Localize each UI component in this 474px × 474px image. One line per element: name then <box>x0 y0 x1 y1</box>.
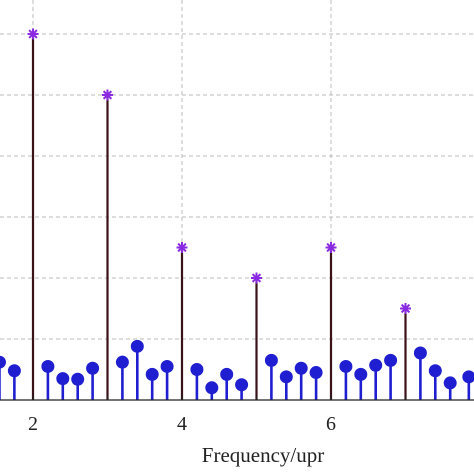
harmonic-marker-asterisk <box>251 272 262 284</box>
asterisk-arm <box>28 29 38 39</box>
stem-marker-circle <box>413 346 427 360</box>
stem-marker-circle <box>160 359 174 373</box>
harmonic-marker-asterisk <box>176 242 188 253</box>
stem-marker-circle <box>130 339 144 353</box>
stem-marker-circle <box>220 367 234 381</box>
stem-marker-circle <box>369 358 383 372</box>
grid <box>0 0 474 400</box>
stem-marker-circle <box>86 361 100 375</box>
stem-marker-circle <box>71 372 85 386</box>
stem-marker-circle <box>428 364 442 378</box>
asterisk-arm <box>102 90 113 100</box>
x-tick-label: 2 <box>28 413 38 435</box>
harmonic-marker-asterisk <box>325 242 337 253</box>
stem-marker-circle <box>7 364 21 378</box>
asterisk-arm <box>326 242 336 253</box>
stem-marker-circle <box>354 367 368 381</box>
stem-marker-circle <box>41 359 55 373</box>
stem-marker-circle <box>145 367 159 381</box>
stem-marker-circle <box>339 359 353 373</box>
asterisk-arm <box>400 303 411 314</box>
stem-marker-circle <box>205 381 219 395</box>
x-axis-label: Frequency/upr <box>202 443 324 467</box>
harmonic-marker-asterisk <box>102 89 113 101</box>
stem-marker-circle <box>190 363 204 376</box>
stem-marker-circle <box>56 372 70 386</box>
stem-marker-circle <box>0 355 6 369</box>
stem-marker-circle <box>115 355 129 369</box>
stem-marker-circle <box>294 361 308 375</box>
asterisk-arm <box>251 273 262 283</box>
stem-marker-circle <box>235 378 249 392</box>
x-ticks: 2 4 6 <box>28 395 406 435</box>
stem-marker-circle <box>443 376 457 390</box>
x-tick-label: 6 <box>326 413 336 435</box>
harmonic-marker-asterisk <box>27 28 39 40</box>
stem-marker-circle <box>264 353 278 367</box>
stem-series <box>0 28 474 400</box>
stem-marker-circle <box>462 370 474 384</box>
x-tick-label: 4 <box>177 413 187 435</box>
asterisk-arm <box>177 242 187 253</box>
stem-marker-circle <box>384 353 398 367</box>
stem-marker-circle <box>279 370 293 384</box>
stem-marker-circle <box>309 366 323 380</box>
harmonic-marker-asterisk <box>400 303 411 314</box>
